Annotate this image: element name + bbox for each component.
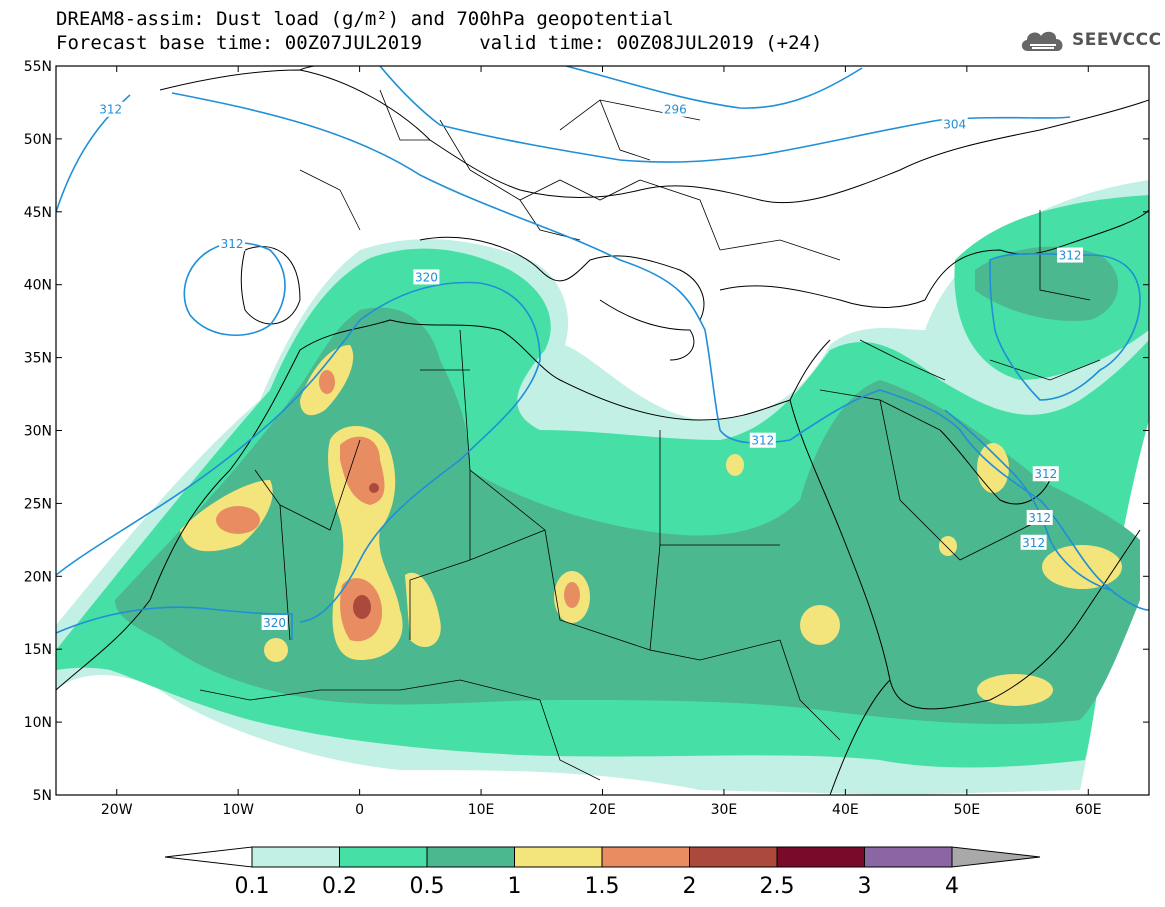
contour-label: 312 <box>751 434 774 448</box>
colorbar-level-label: 2.5 <box>760 874 795 899</box>
seevccc-logo: SEEVCCC <box>1018 24 1162 56</box>
y-tick-label: 40N <box>24 278 52 294</box>
chart-title: DREAM8-assim: Dust load (g/m²) and 700hP… <box>56 8 674 30</box>
coastlines <box>56 66 1149 795</box>
contour-label: 304 <box>943 117 966 131</box>
x-tick-label: 20E <box>589 802 616 818</box>
x-tick-label: 20W <box>101 802 133 818</box>
contour-label-bg <box>1057 247 1084 263</box>
contour-label: 312 <box>1034 467 1057 481</box>
colorbar-over-arrow <box>951 846 1041 868</box>
country-borders <box>199 89 1101 781</box>
contour-label-bg <box>219 235 246 251</box>
colorbar-swatch <box>601 846 690 868</box>
contour-label: 312 <box>1028 511 1051 525</box>
cloud-logo-icon <box>1021 31 1063 51</box>
y-tick-label: 5N <box>33 788 52 804</box>
dust-layer-2 <box>353 595 371 619</box>
colorbar-level-label: 0.5 <box>410 874 445 899</box>
colorbar-level-label: 1.5 <box>585 874 620 899</box>
contour-label: 320 <box>263 616 286 630</box>
dust-layer-1-i <box>977 443 1009 493</box>
contour-label: 312 <box>1059 249 1082 263</box>
dust-layer-0-5-north <box>975 246 1119 321</box>
contour-label-bg <box>413 269 440 285</box>
colorbar-swatch <box>864 846 953 868</box>
y-tick-label: 45N <box>24 205 52 221</box>
dust-layer-1-f <box>800 605 840 645</box>
contour-label-bg <box>1032 466 1059 482</box>
x-axis-ticks: 20W 10W 0 10E 20E 30E 40E 50E 60E <box>101 66 1102 818</box>
logo-text: SEEVCCC <box>1072 30 1162 50</box>
colorbar-swatch <box>514 846 603 868</box>
contour-label-bg <box>97 101 124 117</box>
dust-layer-1-j <box>264 638 288 662</box>
y-tick-label: 50N <box>24 132 52 148</box>
y-tick-label: 10N <box>24 715 52 731</box>
y-tick-label: 20N <box>24 569 52 585</box>
colorbar-level-label: 4 <box>945 874 959 899</box>
contour-label-bg <box>1026 509 1053 525</box>
contour-label-bg <box>261 614 288 630</box>
x-tick-label: 30E <box>711 802 738 818</box>
colorbar-swatch <box>339 846 428 868</box>
colorbar-swatch <box>251 846 340 868</box>
x-tick-label: 10W <box>222 802 254 818</box>
contour-label: 312 <box>221 237 244 251</box>
y-tick-label: 30N <box>24 424 52 440</box>
dust-layer-2-b <box>369 483 379 493</box>
colorbar-swatch <box>776 846 865 868</box>
colorbar-level-label: 2 <box>683 874 697 899</box>
x-tick-label: 50E <box>953 802 980 818</box>
colorbar-swatch <box>426 846 515 868</box>
contour-label-bg <box>749 432 776 448</box>
contour-label: 312 <box>1022 536 1045 550</box>
colorbar-level-label: 3 <box>858 874 872 899</box>
x-tick-label: 0 <box>355 802 364 818</box>
dust-layer-1-5-e <box>319 370 335 394</box>
colorbar-level-label: 1 <box>508 874 522 899</box>
contour-label: 296 <box>664 103 687 117</box>
forecast-time-subtitle: Forecast base time: 00Z07JUL2019 valid t… <box>56 32 823 54</box>
dust-field: 312 296 304 312 320 312 312 312 312 312 320 <box>56 66 1149 795</box>
contour-label-bg <box>1020 534 1047 550</box>
colorbar: 0.1 0.2 0.5 1 1.5 2 2.5 3 4 <box>164 846 1041 899</box>
contour-label: 312 <box>99 103 122 117</box>
colorbar-under-arrow <box>164 846 253 868</box>
dust-layer-1-5-c <box>216 506 260 534</box>
dust-layer-1-h <box>977 674 1053 706</box>
dust-layer-1-5-d <box>564 582 580 608</box>
dust-layer-1-d <box>405 572 441 648</box>
y-tick-label: 35N <box>24 351 52 367</box>
dust-layer-1-l <box>939 536 957 556</box>
y-axis-ticks: 55N 50N 45N 40N 35N 30N 25N 20N 15N 10N 5N <box>24 59 1149 804</box>
x-tick-label: 10E <box>468 802 495 818</box>
y-tick-label: 55N <box>24 59 52 75</box>
colorbar-level-label: 0.2 <box>322 874 357 899</box>
colorbar-level-label: 0.1 <box>235 874 270 899</box>
contour-labels: 312 296 304 312 320 312 312 312 312 312 320 <box>97 101 1084 630</box>
dust-layer-1-g <box>1042 545 1122 589</box>
y-tick-label: 15N <box>24 642 52 658</box>
dust-layer-1-k <box>726 454 744 476</box>
contour-label-bg <box>941 116 968 132</box>
contour-label: 320 <box>415 270 438 284</box>
colorbar-swatch <box>689 846 778 868</box>
contour-label-bg <box>662 101 689 117</box>
x-tick-label: 60E <box>1075 802 1102 818</box>
x-tick-label: 40E <box>832 802 859 818</box>
y-tick-label: 25N <box>24 496 52 512</box>
